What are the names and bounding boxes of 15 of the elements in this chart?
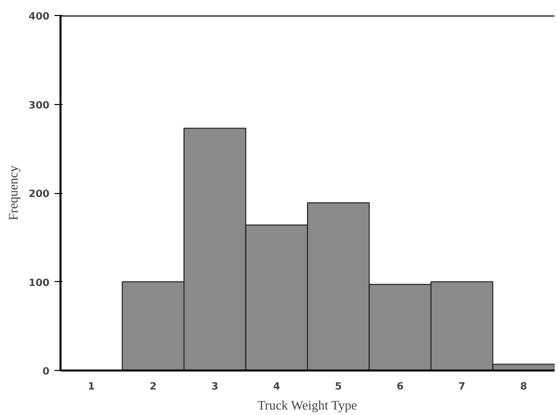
x-tick-label: 8 — [520, 382, 528, 392]
x-tick-label: 4 — [273, 382, 280, 392]
x-axis-title: Truck Weight Type — [257, 398, 358, 412]
x-tick-label: 6 — [396, 382, 404, 392]
y-tick-label: 300 — [28, 100, 50, 112]
y-tick-label: 400 — [28, 12, 50, 22]
x-tick-label: 7 — [458, 382, 466, 392]
y-tick-label: 0 — [42, 366, 50, 378]
x-tick-label: 1 — [88, 382, 95, 392]
y-tick-label: 100 — [28, 278, 50, 289]
x-tick-label: 3 — [211, 382, 218, 392]
y-tick-label: 200 — [28, 189, 50, 200]
y-axis-title: Frequency — [6, 165, 21, 220]
x-tick-label: 5 — [334, 382, 342, 392]
x-tick-label: 2 — [150, 382, 157, 392]
